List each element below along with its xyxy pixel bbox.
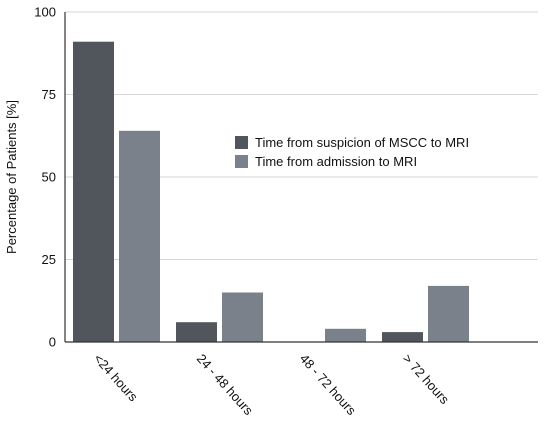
bars [73,41,469,342]
x-tick-label: <24 hours [91,351,141,405]
bar-suspicion-3 [382,332,423,342]
legend-label: Time from admission to MRI [255,154,417,169]
y-tick-label: 25 [42,252,56,267]
bar-suspicion-0 [73,41,114,342]
legend: Time from suspicion of MSCC to MRI Time f… [235,135,469,169]
bar-admission-1 [222,292,263,342]
legend-swatch [235,155,248,168]
y-tick-label: 0 [49,335,56,350]
bar-admission-2 [325,328,366,342]
bar-admission-3 [428,285,469,342]
x-tick-label: 24 - 48 hours [194,351,257,418]
y-tick-label: 75 [42,87,56,102]
y-tick-labels: 0 25 50 75 100 [34,5,56,350]
y-axis-title: Percentage of Patients [%] [4,100,19,254]
legend-label: Time from suspicion of MSCC to MRI [255,135,469,150]
bar-suspicion-1 [176,322,217,342]
y-tick-label: 50 [42,170,56,185]
axes [64,12,538,343]
bar-admission-0 [119,130,160,342]
legend-swatch [235,136,248,149]
x-tick-label: > 72 hours [400,351,453,407]
y-tick-label: 100 [34,5,56,20]
x-tick-labels: <24 hours 24 - 48 hours 48 - 72 hours > 72 … [91,351,453,418]
x-tick-label: 48 - 72 hours [297,351,360,418]
